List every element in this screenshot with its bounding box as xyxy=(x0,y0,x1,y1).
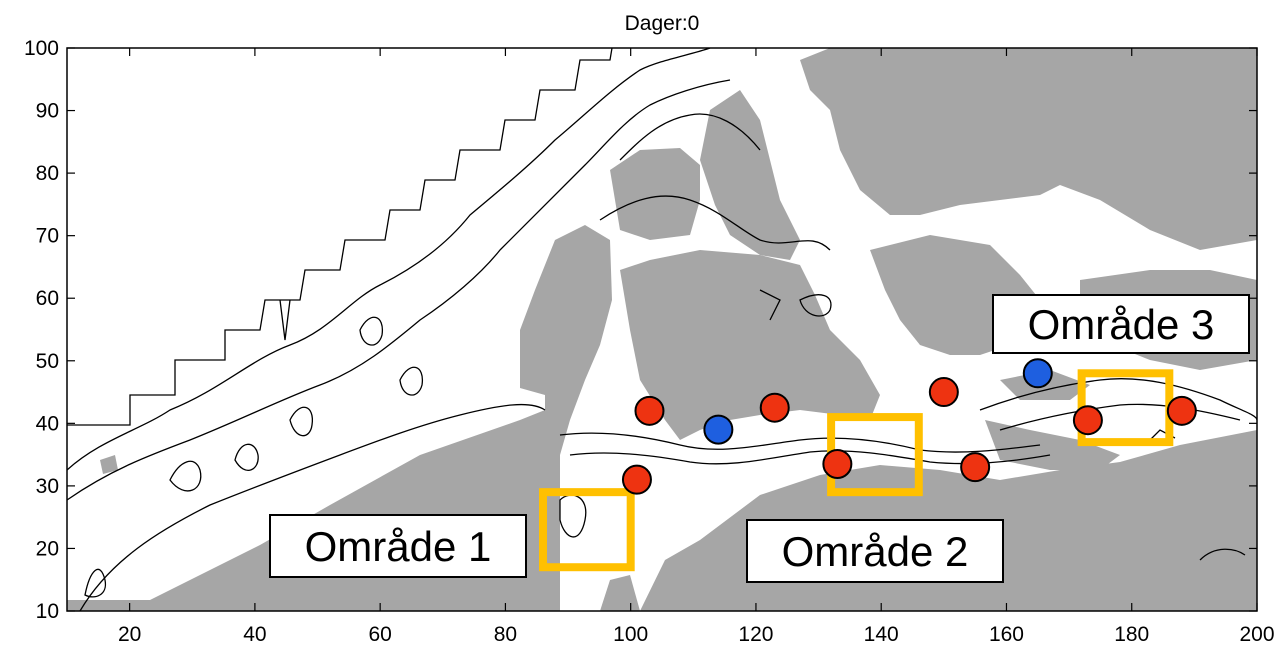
y-tick-label: 10 xyxy=(36,600,59,623)
red-station-marker xyxy=(621,464,652,495)
region-labels: Område 1 Område 2 Område 3 xyxy=(269,294,1250,583)
y-axis: 10 20 30 40 50 60 70 80 90 100 xyxy=(24,37,1257,623)
map-title: Dager:0 xyxy=(625,12,700,35)
region-label-text: Område 3 xyxy=(1028,301,1215,348)
x-tick-label: 180 xyxy=(1114,623,1149,646)
y-tick-label: 50 xyxy=(36,350,59,373)
x-tick-label: 120 xyxy=(738,623,773,646)
x-tick-label: 140 xyxy=(864,623,899,646)
region-box xyxy=(539,488,635,572)
red-station-marker xyxy=(634,395,665,426)
red-station-marker xyxy=(1072,405,1103,436)
region-label-box xyxy=(746,519,1004,583)
red-station-marker xyxy=(822,448,853,479)
y-tick-label: 40 xyxy=(36,412,59,435)
x-tick-label: 20 xyxy=(118,623,141,646)
x-tick-label: 40 xyxy=(243,623,266,646)
region-label-box xyxy=(269,514,527,578)
region-label-box xyxy=(992,294,1250,354)
red-station-marker xyxy=(1166,395,1197,426)
y-tick-label: 70 xyxy=(36,225,59,248)
y-tick-label: 60 xyxy=(36,287,59,310)
y-tick-label: 100 xyxy=(24,37,59,60)
y-tick-label: 80 xyxy=(36,162,59,185)
region-label-text: Område 1 xyxy=(305,523,492,570)
x-tick-label: 80 xyxy=(494,623,517,646)
depth-contours xyxy=(67,48,1257,611)
y-tick-label: 20 xyxy=(36,537,59,560)
axes-frame xyxy=(66,47,1258,612)
region-label-text: Område 2 xyxy=(782,528,969,575)
x-tick-label: 100 xyxy=(613,623,648,646)
y-tick-label: 30 xyxy=(36,475,59,498)
station-markers xyxy=(621,358,1197,495)
red-station-marker xyxy=(928,377,959,408)
blue-station-marker xyxy=(1022,358,1053,389)
x-tick-label: 160 xyxy=(989,623,1024,646)
x-axis: 20 40 60 80 100 120 140 160 180 200 xyxy=(118,48,1275,646)
y-tick-label: 90 xyxy=(36,100,59,123)
x-tick-label: 200 xyxy=(1239,623,1274,646)
red-station-marker xyxy=(960,452,991,483)
red-station-marker xyxy=(759,392,790,423)
x-tick-label: 60 xyxy=(368,623,391,646)
blue-station-marker xyxy=(703,414,734,445)
